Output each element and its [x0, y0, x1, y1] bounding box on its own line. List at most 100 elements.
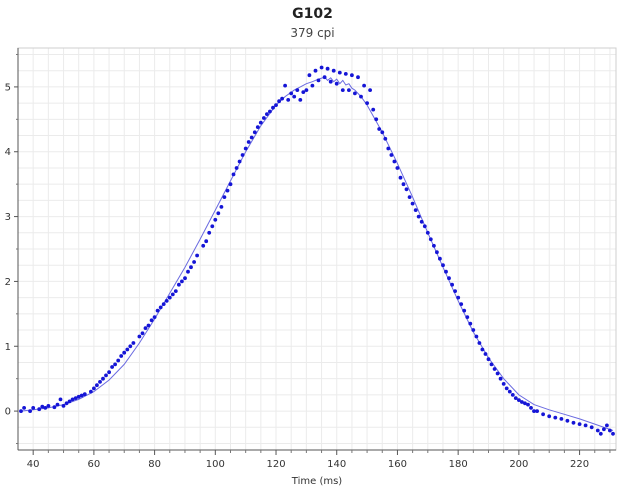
- data-point: [31, 406, 36, 410]
- fit-line: [20, 76, 614, 431]
- data-point: [322, 75, 327, 80]
- data-point: [61, 404, 66, 408]
- data-point: [107, 370, 111, 375]
- x-tick-label: 220: [570, 459, 589, 470]
- data-point: [37, 407, 42, 412]
- data-point: [602, 427, 606, 432]
- data-point: [468, 321, 473, 326]
- data-point: [295, 88, 300, 92]
- data-point: [271, 105, 275, 110]
- data-point: [164, 299, 169, 303]
- chart-title: G102: [292, 6, 333, 22]
- y-tick-label: 0: [5, 407, 11, 418]
- x-tick-label: 40: [27, 459, 40, 470]
- data-point: [407, 195, 412, 200]
- data-point: [547, 414, 552, 419]
- data-point: [225, 188, 230, 193]
- data-point: [492, 367, 497, 371]
- data-point: [583, 423, 588, 428]
- x-tick-label: 160: [388, 459, 407, 470]
- data-point: [46, 404, 51, 408]
- data-point: [137, 334, 142, 339]
- data-point: [116, 358, 121, 363]
- data-point: [292, 94, 297, 99]
- data-point: [392, 159, 397, 164]
- series-layer: [19, 65, 615, 436]
- data-point: [249, 135, 254, 140]
- data-point: [474, 334, 479, 339]
- data-point: [183, 276, 187, 281]
- data-point: [64, 401, 69, 406]
- data-point: [173, 289, 178, 293]
- y-tick-label: 5: [5, 82, 11, 93]
- data-point: [428, 237, 433, 242]
- data-point: [383, 136, 388, 141]
- data-point: [398, 175, 403, 180]
- data-point: [347, 88, 351, 92]
- data-point: [161, 302, 166, 306]
- data-point: [471, 328, 476, 332]
- data-point: [277, 99, 281, 104]
- data-point: [219, 205, 224, 209]
- data-point: [340, 88, 345, 92]
- y-tick-label: 2: [5, 277, 11, 288]
- data-point: [517, 398, 521, 402]
- data-point: [110, 365, 114, 369]
- data-point: [40, 404, 45, 409]
- data-point: [368, 88, 372, 92]
- data-point: [377, 127, 382, 131]
- data-point: [313, 68, 318, 73]
- data-point: [316, 78, 321, 83]
- data-point: [195, 253, 200, 258]
- data-point: [523, 401, 527, 406]
- chart-grid: [18, 48, 616, 450]
- data-point: [298, 98, 303, 102]
- data-point: [513, 396, 518, 400]
- data-point: [331, 68, 336, 73]
- data-point: [441, 263, 445, 268]
- data-point: [334, 81, 339, 86]
- data-point: [192, 260, 197, 264]
- data-point: [79, 393, 84, 398]
- data-point: [520, 400, 524, 404]
- data-point: [280, 96, 284, 101]
- data-point: [571, 420, 576, 425]
- data-point: [447, 276, 451, 281]
- data-point: [243, 146, 248, 151]
- data-point: [201, 243, 206, 248]
- data-point: [459, 302, 464, 306]
- chart-subtitle: 379 cpi: [290, 26, 335, 40]
- data-point: [119, 354, 124, 358]
- data-point: [565, 418, 570, 423]
- data-point: [76, 394, 81, 399]
- data-point: [343, 72, 348, 76]
- data-point: [356, 75, 360, 80]
- data-point: [456, 295, 461, 300]
- data-point: [477, 341, 482, 345]
- x-tick-label: 180: [449, 459, 468, 470]
- data-point: [67, 399, 72, 404]
- data-point: [252, 130, 257, 135]
- data-point: [386, 146, 391, 151]
- data-point: [122, 350, 127, 355]
- data-point: [95, 383, 99, 388]
- data-point: [605, 423, 609, 428]
- data-point: [401, 182, 406, 187]
- data-point: [73, 396, 78, 400]
- data-point: [480, 347, 485, 352]
- data-point: [158, 305, 163, 310]
- data-point: [155, 308, 160, 313]
- data-point: [265, 112, 269, 116]
- data-point: [501, 382, 506, 386]
- data-point: [598, 431, 603, 436]
- data-point: [325, 66, 330, 71]
- data-point: [240, 153, 245, 157]
- data-point: [450, 282, 454, 287]
- data-point: [535, 409, 539, 413]
- data-point: [541, 412, 545, 417]
- data-point: [438, 256, 442, 261]
- data-point: [125, 347, 130, 352]
- data-point: [92, 386, 96, 391]
- data-point: [310, 83, 315, 88]
